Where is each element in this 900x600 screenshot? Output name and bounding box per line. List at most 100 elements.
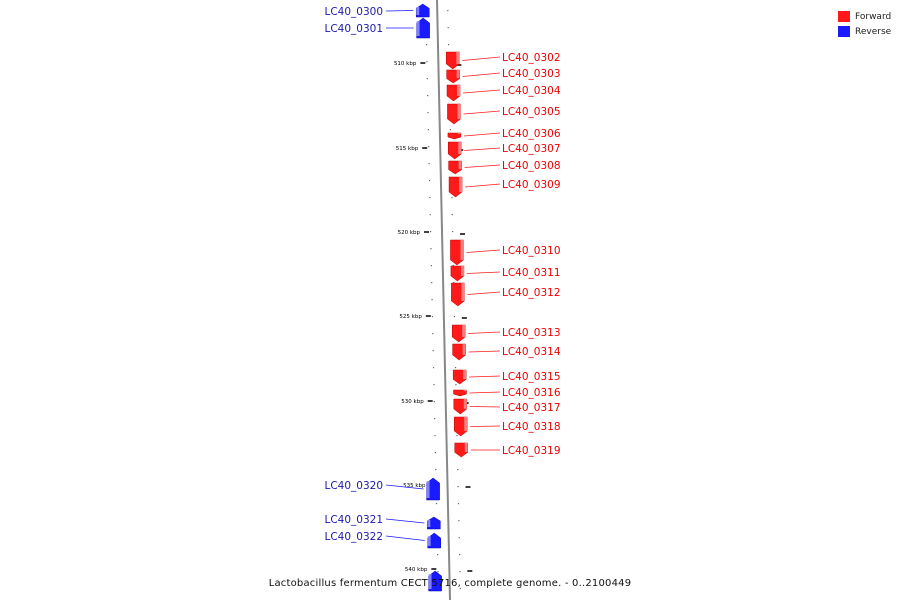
legend-reverse-label: Reverse (855, 26, 892, 37)
gene-glyph-shade (463, 399, 467, 409)
tick-dot-left (428, 146, 430, 148)
tick-dot-right (453, 282, 455, 284)
gene-leader-line (466, 249, 501, 253)
gene-glyph-shade (426, 481, 430, 498)
gene-leader-line (385, 518, 425, 524)
gene-glyph-shade (460, 240, 464, 260)
tick-dot-left (435, 503, 438, 505)
scale-label: 530 kbp (401, 399, 424, 405)
gene-label[interactable]: LC40_0308 (502, 160, 561, 172)
gene-label[interactable]: LC40_0300 (324, 6, 383, 18)
gene-label[interactable]: LC40_0306 (502, 128, 561, 140)
gene-label[interactable]: LC40_0307 (502, 143, 561, 155)
tick-dot-right (459, 588, 461, 590)
gene-leader-line (462, 89, 501, 94)
tick-dot-left (429, 214, 431, 216)
tick-dot-right (456, 435, 458, 437)
gene-label[interactable]: LC40_0321 (324, 514, 383, 526)
gene-glyph-shade (462, 344, 466, 355)
gene-leader-line (463, 110, 501, 115)
gene-label[interactable]: LC40_0319 (502, 445, 561, 457)
gene-label[interactable]: LC40_0317 (502, 402, 561, 414)
tick-dot-left (434, 435, 436, 437)
gene-label[interactable]: LC40_0303 (502, 68, 561, 80)
gene-glyph-shade (462, 325, 466, 337)
tick-dot-right (451, 214, 453, 216)
tick-dot-left (432, 333, 434, 335)
gene-glyph-shade (464, 417, 468, 431)
tick-dot-left (430, 248, 432, 250)
gene-leader-line (468, 350, 501, 353)
gene-glyph-shade (416, 7, 420, 15)
gene-leader-line (469, 375, 501, 378)
gene-label[interactable]: LC40_0316 (502, 387, 561, 399)
tick-dot-left (434, 418, 436, 420)
gene-label[interactable]: LC40_0309 (502, 179, 561, 191)
scale-label: 525 kbp (399, 314, 422, 320)
tick-dot-left (430, 231, 432, 233)
gene-label[interactable]: LC40_0322 (324, 531, 383, 543)
gene-label[interactable]: LC40_0315 (502, 371, 561, 383)
gene-label[interactable]: LC40_0302 (502, 52, 561, 64)
tick-dot-left (426, 61, 428, 63)
tick-dot-left (432, 350, 434, 352)
tick-dot-left (428, 163, 430, 165)
gene-glyph-shade (460, 266, 464, 276)
gene-leader-line (464, 147, 501, 151)
scale-label: 510 kbp (394, 61, 417, 67)
tick-dot-right (447, 10, 449, 12)
gene-label[interactable]: LC40_0313 (502, 327, 561, 339)
gene-label[interactable]: LC40_0304 (502, 85, 561, 97)
gene-leader-line (469, 391, 501, 394)
tick-dot-left (426, 78, 428, 80)
gene-label[interactable]: LC40_0314 (502, 346, 561, 358)
gene-label[interactable]: LC40_0310 (502, 245, 561, 257)
tick-dot-left (428, 180, 431, 182)
gene-leader-line (385, 484, 424, 490)
scale-label: 535 kbp (403, 483, 426, 489)
gene-leader-line (468, 331, 501, 334)
tick-dot-right (453, 316, 456, 318)
gene-label[interactable]: LC40_0301 (324, 23, 383, 35)
gene-leader-line (463, 132, 501, 137)
gene-glyph-shade (458, 161, 462, 169)
gene-label[interactable]: LC40_0312 (502, 287, 561, 299)
gene-label[interactable]: LC40_0305 (502, 106, 561, 118)
tick-dot-left (433, 384, 435, 386)
tick-dot-right (458, 537, 460, 539)
genome-axis (436, 0, 451, 600)
gene-leader-line (469, 406, 501, 408)
tick-dot-left (437, 571, 439, 573)
gene-leader-line (462, 56, 501, 61)
tick-dot-left (429, 197, 431, 199)
gene-glyph-shade (458, 142, 462, 154)
tick-dot-left (431, 299, 433, 301)
scale-label: 520 kbp (398, 230, 421, 236)
tick-dot-left (435, 469, 437, 471)
scale-label: 515 kbp (396, 146, 419, 152)
tick-dot-right (452, 265, 454, 267)
gene-glyph-shade (456, 52, 460, 64)
gene-label[interactable]: LC40_0320 (324, 480, 383, 492)
scale-label: 540 kbp (405, 567, 428, 573)
gene-leader-line (464, 164, 501, 168)
legend-reverse[interactable]: Reverse (838, 24, 891, 39)
gene-glyph-shade (463, 390, 467, 391)
gene-leader-line (467, 291, 501, 295)
tick-dot-left (431, 282, 433, 284)
tick-dot-left (427, 95, 429, 97)
gene-glyph-shade (457, 104, 461, 119)
legend-forward[interactable]: Forward (838, 9, 891, 24)
gene-glyph-shade (457, 85, 461, 96)
gene-glyph-shade (464, 443, 468, 452)
gene-leader-line (466, 271, 501, 274)
tick-dot-right (458, 520, 460, 522)
tick-dot-right (449, 129, 451, 131)
tick-dot-left (427, 112, 429, 114)
gene-glyph-shade (463, 370, 467, 379)
tick-dot-right (457, 503, 460, 505)
gene-label[interactable]: LC40_0318 (502, 421, 561, 433)
gene-label[interactable]: LC40_0311 (502, 267, 561, 279)
tick-dot-left (433, 401, 435, 403)
